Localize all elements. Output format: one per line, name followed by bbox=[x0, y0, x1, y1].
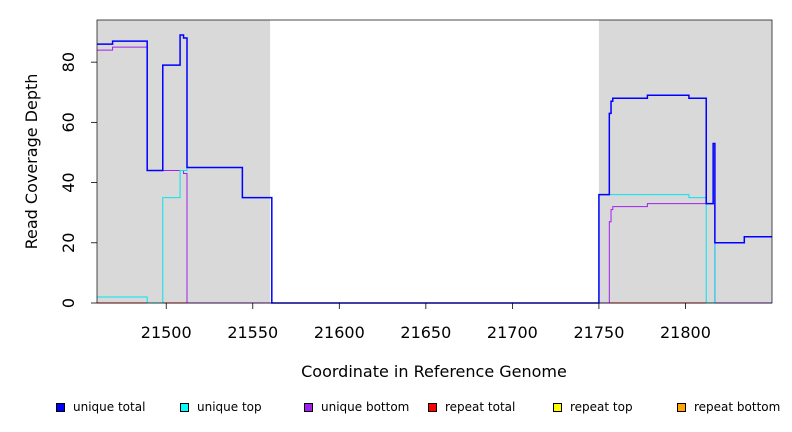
y-tick-label: 20 bbox=[59, 233, 78, 253]
legend-swatch-unique-top bbox=[180, 402, 189, 412]
legend-label: repeat bottom bbox=[694, 400, 781, 414]
legend-item-unique-bottom: unique bottom bbox=[304, 400, 409, 414]
shaded-region-1 bbox=[97, 20, 271, 303]
legend-swatch-repeat-top bbox=[553, 402, 562, 412]
x-tick-label: 21750 bbox=[573, 323, 624, 342]
legend-swatch-repeat-bottom bbox=[677, 402, 686, 412]
shaded-regions bbox=[97, 20, 772, 303]
coverage-chart: 21500 21550 21600 21650 21700 21750 21800 0 20 4… bbox=[22, 19, 773, 381]
legend-item-repeat-total: repeat total bbox=[428, 400, 515, 414]
legend-swatch-repeat-total bbox=[428, 402, 437, 412]
legend-label: unique total bbox=[73, 400, 146, 414]
legend-item-unique-total: unique total bbox=[56, 400, 145, 414]
legend-item-unique-top: unique top bbox=[180, 400, 262, 414]
y-tick-label: 40 bbox=[59, 172, 78, 192]
x-tick-label: 21650 bbox=[400, 323, 451, 342]
x-tick-label: 21600 bbox=[314, 323, 365, 342]
plot-frame bbox=[96, 19, 773, 304]
legend-item-repeat-top: repeat top bbox=[553, 400, 633, 414]
x-tick-label: 21800 bbox=[660, 323, 711, 342]
x-tick-label: 21550 bbox=[227, 323, 278, 342]
y-axis: 0 20 40 60 80 bbox=[59, 52, 97, 308]
x-tick-label: 21700 bbox=[487, 323, 538, 342]
legend-swatch-unique-total bbox=[56, 402, 65, 412]
legend-swatch-unique-bottom bbox=[304, 402, 313, 412]
shaded-region-2 bbox=[598, 20, 772, 303]
legend-label: repeat top bbox=[570, 400, 633, 414]
chart-legend: unique total unique top unique bottom repea… bbox=[0, 400, 792, 420]
x-axis-title: Coordinate in Reference Genome bbox=[301, 362, 567, 381]
y-axis-title: Read Coverage Depth bbox=[22, 74, 41, 250]
y-tick-label: 80 bbox=[59, 52, 78, 72]
series-line-unique-total bbox=[97, 34, 772, 304]
y-tick-label: 0 bbox=[59, 298, 78, 308]
legend-item-repeat-bottom: repeat bottom bbox=[677, 400, 780, 414]
legend-label: repeat total bbox=[445, 400, 516, 414]
legend-label: unique bottom bbox=[321, 400, 410, 414]
y-tick-label: 60 bbox=[59, 112, 78, 132]
x-axis: 21500 21550 21600 21650 21700 21750 21800 bbox=[141, 303, 711, 342]
x-tick-label: 21500 bbox=[141, 323, 192, 342]
legend-label: unique top bbox=[197, 400, 262, 414]
